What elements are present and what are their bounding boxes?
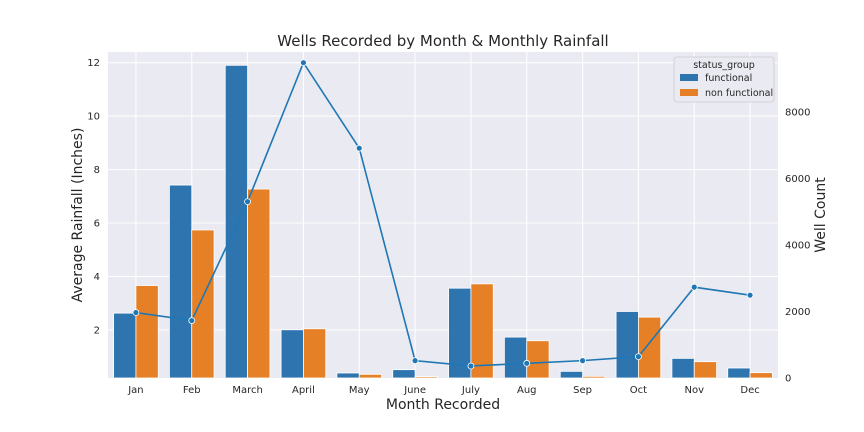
x-tick-labels: Jan Feb March April May June July Aug Sep Oct Nov D… — [127, 385, 760, 396]
bar-non-functional-Aug — [526, 340, 550, 379]
legend-title: status_group — [693, 60, 755, 71]
rainfall-point-March — [244, 198, 251, 206]
bar-functional-Jan — [113, 312, 137, 379]
rainfall-line — [132, 59, 754, 370]
left-y-tick-label: 6 — [94, 219, 100, 230]
x-tick-label: July — [461, 385, 480, 396]
left-y-tick-label: 8 — [94, 165, 100, 176]
x-tick-label: Jan — [127, 385, 143, 396]
x-tick-label: Nov — [684, 385, 704, 396]
bar-functional-Dec — [727, 367, 751, 379]
right-y-tick-label: 0 — [785, 374, 791, 385]
rainfall-polyline — [135, 60, 751, 367]
bar-non-functional-Oct — [638, 316, 662, 379]
bar-non-functional-Nov — [693, 361, 717, 379]
rainfall-point-April — [300, 59, 307, 67]
x-tick-label: June — [403, 385, 426, 396]
rainfall-point-Aug — [523, 359, 531, 367]
bar-functional-Nov — [671, 357, 695, 379]
rainfall-point-Jan — [132, 309, 140, 316]
bar-functional-April — [280, 329, 304, 379]
legend-label-functional: functional — [705, 73, 752, 84]
bar-functional-March — [224, 64, 248, 379]
bar-non-functional-Jan — [135, 285, 159, 379]
rainfall-point-Nov — [690, 283, 698, 291]
bar-non-functional-May — [358, 373, 382, 379]
left-y-tick-label: 12 — [87, 58, 100, 69]
right-y-tick-label: 8000 — [785, 107, 810, 118]
bar-functional-May — [336, 372, 360, 379]
right-y-tick-label: 4000 — [785, 240, 810, 251]
right-y-axis-title: Well Count — [813, 177, 829, 253]
left-y-tick-label: 2 — [94, 325, 100, 336]
bar-non-functional-Feb — [191, 229, 215, 379]
rainfall-point-Sep — [579, 357, 586, 365]
left-y-tick-label: 4 — [94, 272, 100, 283]
rainfall-point-July — [467, 362, 475, 370]
bar-non-functional-Sep — [582, 375, 606, 379]
bar-functional-Oct — [615, 311, 639, 379]
legend-swatch-functional — [680, 74, 698, 81]
legend-swatch-non-functional — [680, 89, 698, 96]
rainfall-point-Oct — [635, 353, 642, 361]
bar-non-functional-April — [303, 328, 327, 379]
bar-functional-Feb — [169, 184, 193, 379]
right-y-tick-label: 6000 — [785, 174, 810, 185]
x-tick-label: Aug — [517, 385, 537, 396]
bar-functional-Sep — [559, 370, 583, 379]
bar-non-functional-July — [470, 283, 494, 379]
x-tick-label: April — [292, 385, 315, 396]
right-y-tick-labels: 0 2000 4000 6000 8000 — [785, 107, 810, 384]
plot-area — [108, 52, 778, 378]
right-y-tick-label: 2000 — [785, 307, 810, 318]
x-tick-label: Feb — [183, 385, 201, 396]
bar-non-functional-Dec — [749, 372, 773, 379]
left-y-tick-labels: 2 4 6 8 10 12 — [87, 58, 100, 336]
x-tick-label: May — [349, 385, 370, 396]
x-tick-label: Dec — [740, 385, 759, 396]
bar-non-functional-March — [247, 188, 271, 379]
rainfall-point-Feb — [188, 317, 196, 324]
x-tick-label: Oct — [630, 385, 647, 396]
left-y-axis-title: Average Rainfall (Inches) — [70, 128, 86, 303]
x-tick-label: Sep — [573, 385, 592, 396]
x-axis-title: Month Recorded — [386, 397, 500, 413]
rainfall-point-June — [411, 357, 419, 365]
bars — [113, 64, 773, 379]
chart-title: Wells Recorded by Month & Monthly Rainfa… — [277, 32, 608, 50]
legend-label-non-functional: non functional — [705, 88, 773, 99]
x-tick-label: March — [232, 385, 262, 396]
legend: status_group functional non functional — [673, 56, 775, 103]
legend-box — [673, 56, 775, 103]
bar-non-functional-June — [414, 376, 438, 379]
bar-functional-Aug — [504, 336, 528, 379]
rainfall-point-May — [355, 144, 363, 152]
bar-functional-June — [392, 369, 416, 379]
rainfall-point-Dec — [746, 291, 754, 299]
left-y-tick-label: 10 — [87, 112, 100, 123]
